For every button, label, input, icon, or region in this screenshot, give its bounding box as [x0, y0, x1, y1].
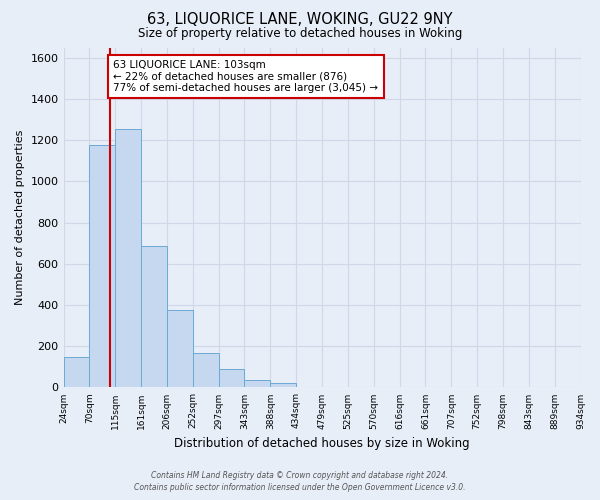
- Bar: [244, 380, 271, 388]
- Bar: [193, 354, 218, 388]
- Text: 63 LIQUORICE LANE: 103sqm
← 22% of detached houses are smaller (876)
77% of semi: 63 LIQUORICE LANE: 103sqm ← 22% of detac…: [113, 60, 379, 93]
- Bar: [141, 246, 167, 388]
- Bar: [218, 369, 244, 388]
- Bar: [89, 146, 115, 388]
- Bar: [271, 384, 296, 388]
- Bar: [64, 356, 89, 388]
- Bar: [115, 129, 141, 388]
- Bar: [167, 310, 193, 388]
- X-axis label: Distribution of detached houses by size in Woking: Distribution of detached houses by size …: [174, 437, 470, 450]
- Text: 63, LIQUORICE LANE, WOKING, GU22 9NY: 63, LIQUORICE LANE, WOKING, GU22 9NY: [147, 12, 453, 28]
- Text: Contains HM Land Registry data © Crown copyright and database right 2024.
Contai: Contains HM Land Registry data © Crown c…: [134, 471, 466, 492]
- Y-axis label: Number of detached properties: Number of detached properties: [15, 130, 25, 305]
- Text: Size of property relative to detached houses in Woking: Size of property relative to detached ho…: [138, 28, 462, 40]
